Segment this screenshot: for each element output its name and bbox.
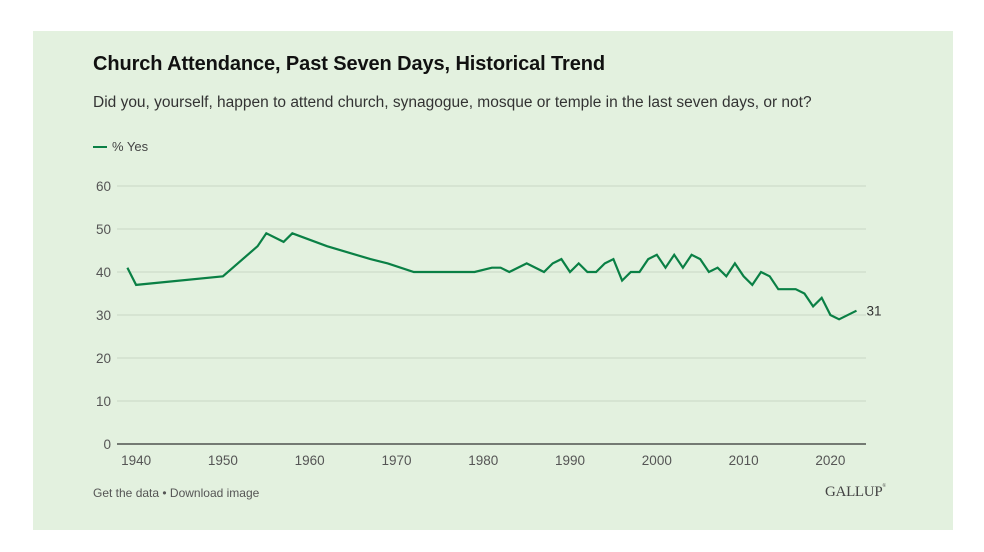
footer-separator: •: [159, 486, 170, 500]
chart-title: Church Attendance, Past Seven Days, Hist…: [93, 53, 605, 75]
line-chart: 0 10 20 30 40 50 60 1940 1950 1960 1970 1980 1990 20…: [96, 179, 882, 468]
x-tick-label: 1990: [555, 453, 585, 468]
x-tick-label: 1980: [468, 453, 498, 468]
y-tick-label: 20: [96, 351, 111, 366]
x-tick-label: 2000: [642, 453, 672, 468]
x-tick-label: 2010: [729, 453, 759, 468]
y-tick-label: 60: [96, 179, 111, 194]
legend: % Yes: [93, 139, 148, 154]
x-axis-ticks: 1940 1950 1960 1970 1980 1990 2000 2010 2020: [121, 453, 845, 468]
x-tick-label: 1940: [121, 453, 151, 468]
x-tick-label: 2020: [815, 453, 845, 468]
download-image-link[interactable]: Download image: [169, 486, 260, 500]
chart-panel: Church Attendance, Past Seven Days, Hist…: [33, 31, 953, 530]
legend-label: % Yes: [112, 139, 149, 154]
registered-mark: ®: [882, 484, 886, 489]
y-tick-label: 30: [96, 308, 111, 323]
x-tick-label: 1960: [295, 453, 325, 468]
series-line: [126, 231, 857, 321]
y-axis-ticks: 0 10 20 30 40 50 60: [96, 179, 111, 452]
end-value-label: 31: [866, 304, 881, 319]
gridlines: [117, 185, 866, 402]
footer-links: Get the data • Download image: [93, 486, 259, 500]
y-tick-label: 10: [96, 394, 111, 409]
x-tick-label: 1950: [208, 453, 238, 468]
legend-line-swatch: [93, 145, 107, 148]
gallup-logo: GALLUP®: [825, 484, 886, 501]
series-yes: 31: [126, 231, 881, 321]
gallup-wordmark: GALLUP: [825, 484, 883, 500]
y-tick-label: 50: [96, 222, 111, 237]
y-tick-label: 0: [103, 437, 111, 452]
get-data-link[interactable]: Get the data: [93, 486, 160, 500]
y-tick-label: 40: [96, 265, 111, 280]
chart-subtitle: Did you, yourself, happen to attend chur…: [93, 94, 812, 111]
x-tick-label: 1970: [381, 453, 411, 468]
